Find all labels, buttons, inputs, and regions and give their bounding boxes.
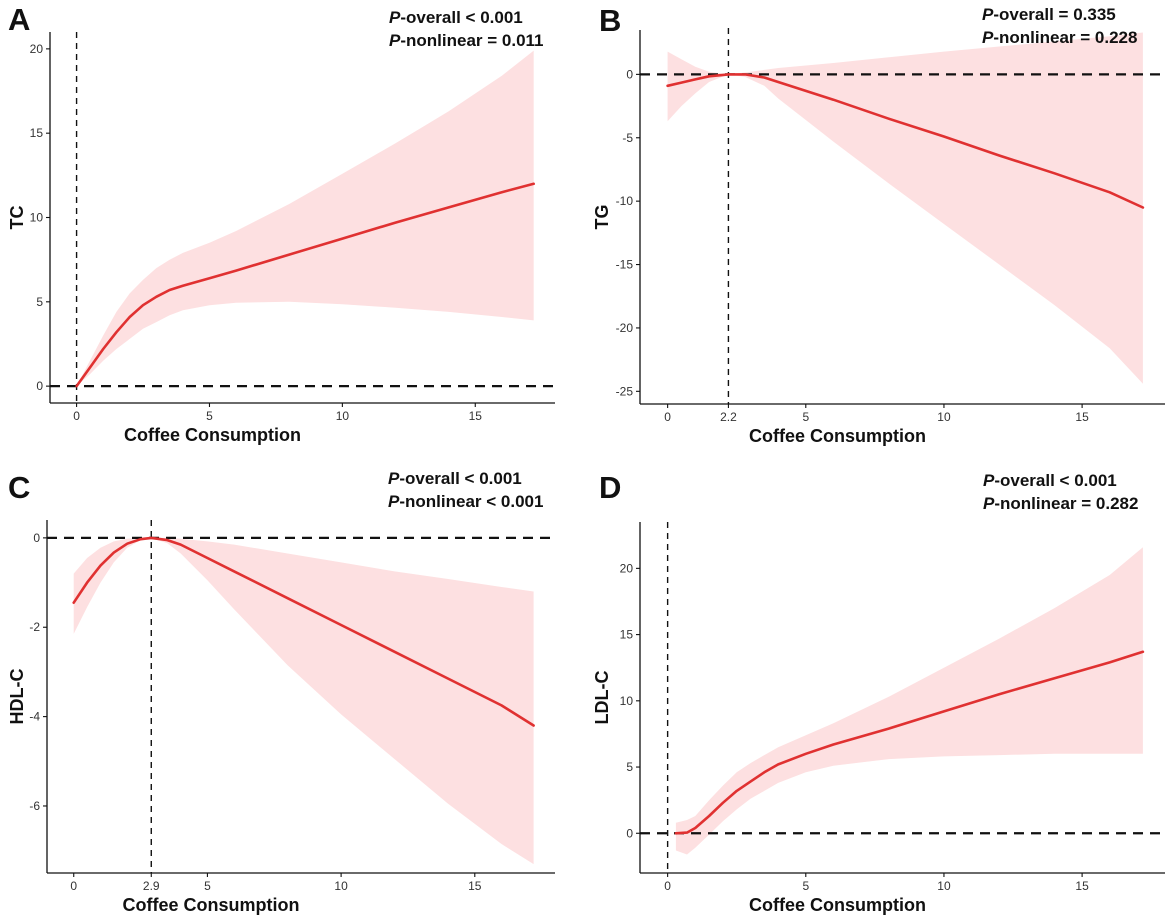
x-tick-label: 5 (204, 879, 211, 893)
y-tick-label: -5 (622, 131, 633, 145)
p-value-text: -nonlinear = 0.228 (993, 28, 1137, 47)
y-tick-label: -6 (29, 799, 40, 813)
x-tick-label: 10 (336, 409, 350, 423)
p-value-text: -overall < 0.001 (400, 8, 522, 27)
x-tick-label: 2.2 (720, 410, 737, 424)
y-tick-label: 0 (626, 826, 633, 840)
y-axis-title: HDL-C (7, 669, 27, 725)
p-value-text: -nonlinear < 0.001 (399, 492, 543, 511)
x-tick-label: 0 (73, 409, 80, 423)
estimate-curve (674, 650, 1145, 835)
p-symbol: P (389, 31, 401, 50)
panel-letter: D (599, 470, 621, 505)
p-value-text: -overall < 0.001 (994, 471, 1116, 490)
y-axis-title: TC (7, 206, 27, 230)
confidence-band (76, 50, 534, 387)
x-tick-label: 15 (1075, 410, 1089, 424)
p-nonlinear-label: P-nonlinear = 0.011 (389, 31, 544, 50)
y-tick-label: -2 (29, 620, 40, 634)
y-tick-label: -10 (616, 194, 634, 208)
p-symbol: P (388, 492, 400, 511)
y-tick-label: 10 (620, 694, 634, 708)
p-symbol: P (388, 469, 400, 488)
p-symbol: P (982, 28, 994, 47)
y-tick-label: 15 (620, 628, 634, 642)
y-tick-label: -15 (616, 258, 634, 272)
p-symbol: P (983, 471, 995, 490)
x-tick-label: 0 (70, 879, 77, 893)
y-tick-label: 20 (620, 561, 634, 575)
y-tick-label: 5 (36, 295, 43, 309)
y-tick-label: -25 (616, 384, 634, 398)
y-tick-label: 20 (30, 42, 44, 56)
p-value-text: -overall = 0.335 (993, 5, 1115, 24)
x-tick-label: 10 (334, 879, 348, 893)
panel-c: 0 2.9 5 10 15 -6 -4 -2 0 Coffee Consumption HDL-C C… (7, 469, 555, 915)
y-axis-title: LDL-C (592, 671, 612, 725)
x-tick-label: 15 (468, 879, 482, 893)
x-tick-label: 2.9 (143, 879, 160, 893)
y-axis-title: TG (592, 205, 612, 230)
panel-b: 0 2.2 5 10 15 -25 -20 -15 -10 -5 0 Coffee Consumpti… (592, 3, 1165, 446)
p-value-text: -nonlinear = 0.282 (994, 494, 1138, 513)
y-tick-label: -4 (29, 710, 40, 724)
x-axis-title: Coffee Consumption (749, 895, 926, 915)
x-tick-label: 10 (937, 410, 951, 424)
confidence-band (667, 32, 1143, 384)
p-value-text: -nonlinear = 0.011 (400, 31, 543, 50)
p-overall-label: P-overall < 0.001 (983, 471, 1117, 490)
panel-letter: B (599, 3, 621, 38)
estimate-curve (75, 182, 535, 388)
confidence-band (73, 537, 534, 865)
p-nonlinear-label: P-nonlinear = 0.282 (983, 494, 1138, 513)
p-symbol: P (389, 8, 401, 27)
x-tick-label: 5 (802, 879, 809, 893)
y-tick-label: 15 (30, 126, 44, 140)
p-nonlinear-label: P-nonlinear < 0.001 (388, 492, 543, 511)
p-overall-label: P-overall = 0.335 (982, 5, 1116, 24)
y-tick-label: -20 (616, 321, 634, 335)
x-axis-title: Coffee Consumption (749, 426, 926, 446)
y-tick-label: 0 (33, 531, 40, 545)
x-tick-label: 5 (206, 409, 213, 423)
x-tick-label: 10 (937, 879, 951, 893)
p-overall-label: P-overall < 0.001 (389, 8, 523, 27)
x-axis-title: Coffee Consumption (123, 895, 300, 915)
x-tick-label: 5 (802, 410, 809, 424)
y-tick-label: 10 (30, 211, 44, 225)
p-symbol: P (983, 494, 995, 513)
p-value-text: -overall < 0.001 (399, 469, 521, 488)
x-tick-label: 15 (469, 409, 483, 423)
estimate-curve (72, 536, 535, 727)
y-tick-label: 0 (36, 379, 43, 393)
panel-letter: A (8, 2, 30, 37)
p-nonlinear-label: P-nonlinear = 0.228 (982, 28, 1137, 47)
x-axis-title: Coffee Consumption (124, 425, 301, 445)
estimate-curve (666, 73, 1145, 209)
p-symbol: P (982, 5, 994, 24)
x-tick-label: 0 (664, 879, 671, 893)
x-tick-label: 15 (1075, 879, 1089, 893)
x-tick-label: 0 (664, 410, 671, 424)
y-tick-label: 5 (626, 760, 633, 774)
confidence-band (675, 547, 1143, 855)
p-overall-label: P-overall < 0.001 (388, 469, 522, 488)
y-tick-label: 0 (626, 67, 633, 81)
panel-letter: C (8, 470, 30, 505)
